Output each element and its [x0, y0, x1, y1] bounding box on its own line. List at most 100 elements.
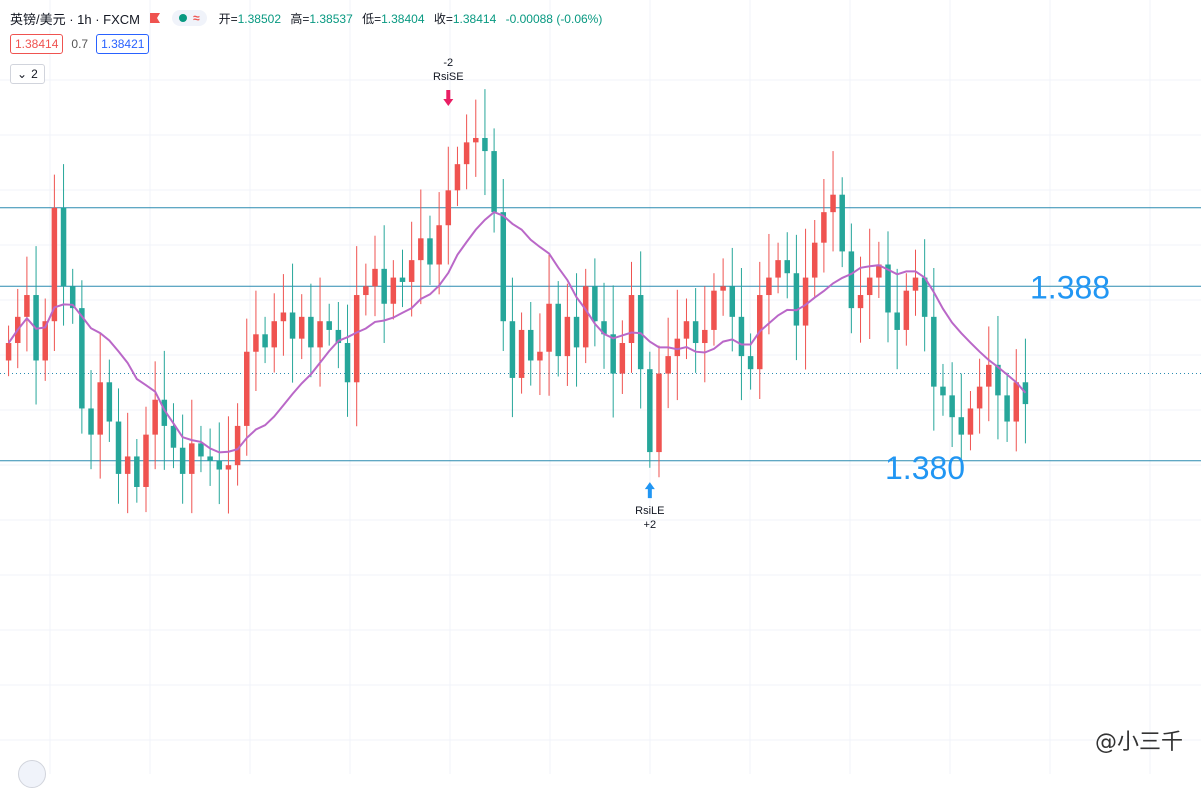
- candles[interactable]: [5, 89, 1029, 514]
- candle-body[interactable]: [344, 343, 351, 383]
- candle-body[interactable]: [152, 399, 158, 435]
- candle-body[interactable]: [97, 382, 103, 435]
- candle-body[interactable]: [308, 316, 314, 348]
- candle-body[interactable]: [1004, 395, 1010, 422]
- candle-body[interactable]: [949, 395, 955, 418]
- candle-body[interactable]: [628, 295, 635, 344]
- candle-body[interactable]: [555, 303, 561, 357]
- candle-body[interactable]: [298, 316, 305, 339]
- candle-body[interactable]: [143, 434, 149, 487]
- candle-body[interactable]: [573, 316, 580, 348]
- candle-body[interactable]: [537, 351, 543, 361]
- candle-body[interactable]: [473, 137, 479, 143]
- candle-body[interactable]: [317, 321, 323, 348]
- candle-body[interactable]: [811, 242, 818, 278]
- candle-body[interactable]: [610, 334, 616, 374]
- candle-body[interactable]: [427, 238, 433, 265]
- candle-body[interactable]: [491, 151, 497, 213]
- candle-body[interactable]: [189, 443, 195, 474]
- candle-body[interactable]: [24, 295, 30, 317]
- candle-body[interactable]: [88, 408, 94, 435]
- candle-body[interactable]: [234, 425, 241, 466]
- candle-body[interactable]: [408, 260, 415, 282]
- candle-body[interactable]: [225, 465, 232, 470]
- candle-body[interactable]: [106, 382, 113, 422]
- candle-body[interactable]: [702, 329, 708, 344]
- candle-body[interactable]: [60, 207, 67, 287]
- candle-body[interactable]: [793, 273, 800, 326]
- candle-body[interactable]: [729, 286, 736, 317]
- candle-body[interactable]: [912, 277, 919, 291]
- sell-price-button[interactable]: 1.38414: [10, 34, 64, 54]
- candle-body[interactable]: [1022, 382, 1029, 405]
- candle-body[interactable]: [747, 356, 754, 370]
- candle-body[interactable]: [564, 316, 571, 357]
- candle-body[interactable]: [674, 338, 681, 357]
- indicators-collapse-button[interactable]: ⌄ 2: [10, 64, 45, 84]
- buy-price-button[interactable]: 1.38421: [96, 34, 150, 54]
- corner-button-icon[interactable]: [18, 760, 46, 788]
- candle-body[interactable]: [582, 286, 589, 348]
- candle-body[interactable]: [207, 456, 213, 461]
- candle-body[interactable]: [463, 142, 470, 165]
- candle-body[interactable]: [518, 329, 525, 378]
- candle-body[interactable]: [876, 264, 882, 278]
- candle-body[interactable]: [5, 343, 12, 361]
- candle-body[interactable]: [363, 286, 369, 296]
- candle-body[interactable]: [592, 286, 598, 322]
- candle-body[interactable]: [720, 286, 726, 291]
- candle-body[interactable]: [821, 212, 827, 243]
- candle-body[interactable]: [51, 207, 58, 322]
- candle-body[interactable]: [454, 164, 461, 191]
- candle-body[interactable]: [986, 364, 992, 387]
- candle-body[interactable]: [857, 295, 864, 309]
- candle-body[interactable]: [775, 260, 781, 278]
- candle-body[interactable]: [885, 264, 891, 313]
- candle-body[interactable]: [418, 238, 424, 261]
- candle-body[interactable]: [390, 277, 397, 304]
- candle-body[interactable]: [921, 277, 928, 317]
- candle-body[interactable]: [692, 321, 699, 344]
- candle-body[interactable]: [42, 321, 48, 361]
- candle-body[interactable]: [784, 260, 790, 274]
- candle-body[interactable]: [372, 268, 378, 287]
- candle-body[interactable]: [601, 321, 607, 335]
- candle-body[interactable]: [967, 408, 974, 435]
- candle-body[interactable]: [509, 321, 516, 378]
- candle-body[interactable]: [289, 312, 296, 339]
- candle-body[interactable]: [738, 316, 745, 357]
- candle-body[interactable]: [280, 312, 287, 322]
- candle-body[interactable]: [170, 425, 177, 448]
- flag-icon[interactable]: [150, 13, 161, 23]
- candle-body[interactable]: [711, 290, 717, 330]
- candle-body[interactable]: [619, 343, 626, 374]
- candle-body[interactable]: [179, 447, 186, 474]
- candle-body[interactable]: [69, 286, 76, 309]
- candle-body[interactable]: [124, 456, 131, 474]
- candle-body[interactable]: [995, 364, 1001, 396]
- candle-body[interactable]: [940, 386, 946, 396]
- candle-body[interactable]: [262, 334, 268, 348]
- candle-body[interactable]: [399, 277, 406, 282]
- candle-body[interactable]: [839, 194, 845, 252]
- candle-body[interactable]: [500, 212, 507, 322]
- candle-body[interactable]: [866, 277, 873, 296]
- candle-body[interactable]: [903, 290, 910, 330]
- candle-body[interactable]: [637, 295, 644, 370]
- candle-body[interactable]: [134, 456, 140, 487]
- candle-body[interactable]: [546, 303, 552, 352]
- candle-body[interactable]: [802, 277, 809, 326]
- candle-body[interactable]: [830, 194, 836, 213]
- candle-body[interactable]: [683, 321, 690, 339]
- candle-body[interactable]: [894, 312, 900, 330]
- candle-body[interactable]: [445, 190, 452, 226]
- candle-body[interactable]: [335, 329, 342, 344]
- candle-body[interactable]: [161, 399, 168, 426]
- candle-body[interactable]: [244, 351, 250, 426]
- candle-body[interactable]: [958, 417, 965, 435]
- candle-body[interactable]: [665, 356, 671, 374]
- candle-body[interactable]: [198, 443, 204, 457]
- candle-body[interactable]: [353, 295, 360, 383]
- candle-body[interactable]: [216, 460, 223, 470]
